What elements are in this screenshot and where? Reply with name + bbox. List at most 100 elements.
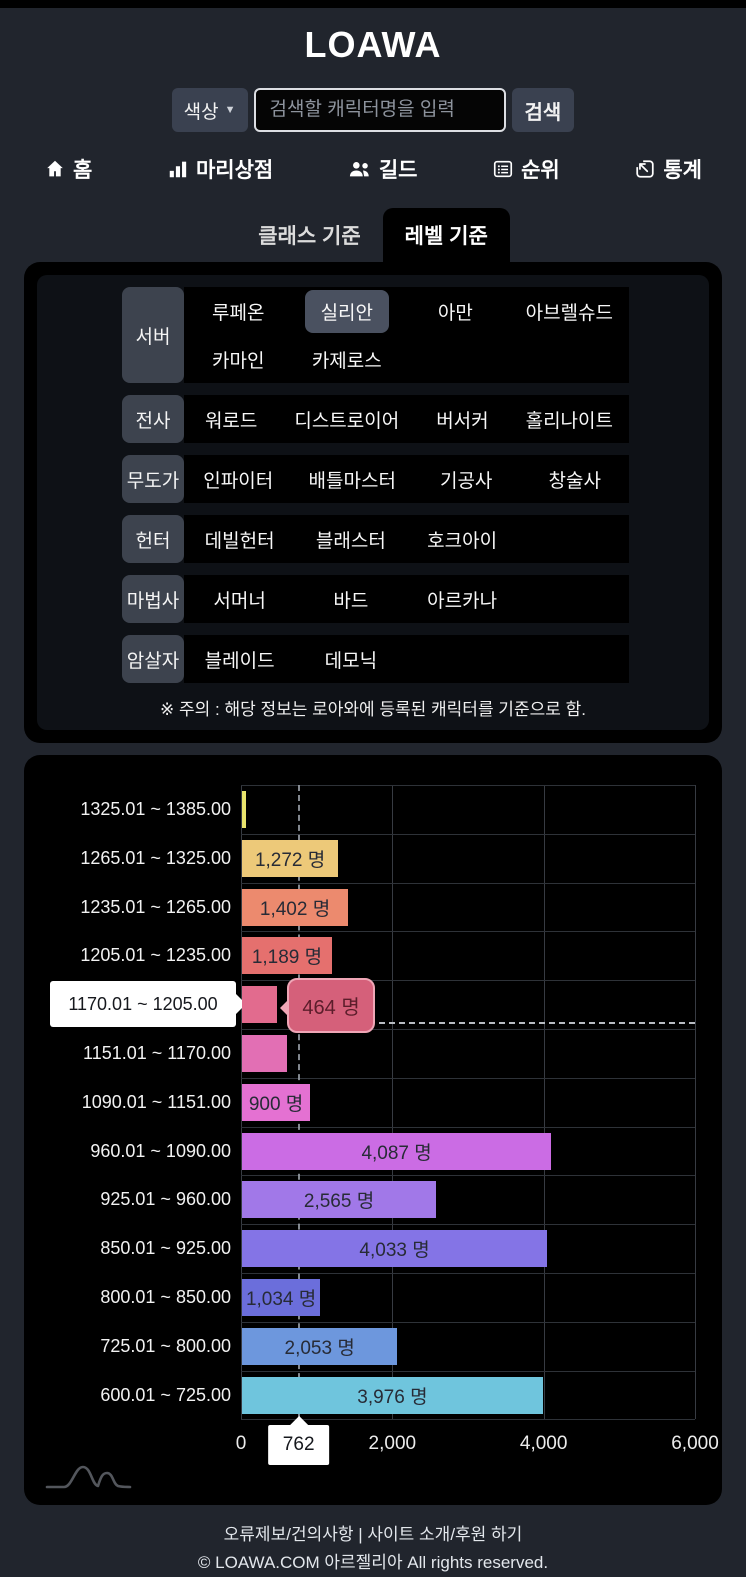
filter-group-label[interactable]: 서버 bbox=[122, 287, 184, 383]
chart-gridline-horizontal bbox=[241, 1321, 695, 1323]
chart-bar-7[interactable]: 4,087 명 bbox=[242, 1132, 552, 1170]
filter-option-cell: 디스트로이어 bbox=[278, 395, 415, 443]
filter-option[interactable]: 루페온 bbox=[212, 302, 265, 324]
footer-link-report[interactable]: 오류제보/건의사항 bbox=[223, 1525, 354, 1544]
chart-category-label: 1325.01 ~ 1385.00 bbox=[80, 799, 231, 819]
ranking-list-icon bbox=[492, 158, 514, 180]
chart-bar-11[interactable]: 2,053 명 bbox=[242, 1327, 398, 1365]
chart-gridline-vertical bbox=[392, 785, 394, 1420]
chart-gridline-vertical bbox=[241, 785, 242, 1420]
filter-option[interactable]: 서머너 bbox=[213, 590, 266, 612]
filter-option[interactable]: 아브렐슈드 bbox=[525, 302, 613, 324]
tab-0[interactable]: 클래스 기준 bbox=[258, 225, 361, 248]
filter-option[interactable]: 워로드 bbox=[204, 410, 258, 432]
filter-option-cell: 배틀마스터 bbox=[293, 455, 412, 503]
filter-options: 데빌헌터 블래스터 호크아이 bbox=[184, 515, 629, 563]
chevron-down-icon: ▼ bbox=[224, 104, 236, 116]
character-search-input[interactable] bbox=[253, 88, 506, 132]
chart-bar-0[interactable] bbox=[242, 790, 246, 828]
filter-group-label[interactable]: 암살자 bbox=[122, 635, 184, 683]
crosshair-dashed-line bbox=[379, 1022, 695, 1024]
filter-group-label[interactable]: 마법사 bbox=[122, 575, 184, 623]
filter-option[interactable]: 창술사 bbox=[548, 470, 601, 492]
footer-link-about[interactable]: 사이트 소개/후원 하기 bbox=[367, 1525, 523, 1544]
chart-bar-9[interactable]: 4,033 명 bbox=[242, 1230, 548, 1268]
nav-item-label: 통계 bbox=[663, 159, 702, 182]
filter-group-label[interactable]: 무도가 bbox=[122, 455, 184, 503]
nav-item-1[interactable]: 마리상점 bbox=[167, 154, 273, 184]
nav-item-4[interactable]: 통계 bbox=[634, 154, 702, 184]
filter-option-cell: 워로드 bbox=[184, 395, 278, 443]
color-dropdown-button[interactable]: 색상 ▼ bbox=[171, 88, 248, 132]
filter-option-cell: 바드 bbox=[295, 575, 406, 623]
chart-bar-12[interactable]: 3,976 명 bbox=[242, 1376, 543, 1414]
filter-option[interactable]: 카마인 bbox=[212, 350, 265, 372]
nav-item-2[interactable]: 길드 bbox=[348, 154, 417, 184]
chart-bar-6[interactable]: 900 명 bbox=[242, 1083, 311, 1121]
filter-option-cell: 호크아이 bbox=[407, 515, 518, 563]
chart-bar-10[interactable]: 1,034 명 bbox=[242, 1278, 321, 1316]
filter-option[interactable]: 호크아이 bbox=[427, 530, 498, 552]
filter-option[interactable]: 카제로스 bbox=[311, 350, 382, 372]
chart-category-label: 1090.01 ~ 1151.00 bbox=[81, 1091, 231, 1112]
filter-option[interactable]: 인파이터 bbox=[203, 470, 274, 492]
tab-1[interactable]: 레벨 기준 bbox=[382, 208, 510, 262]
filter-option[interactable]: 데빌헌터 bbox=[204, 530, 275, 552]
filter-option[interactable]: 배틀마스터 bbox=[308, 470, 396, 492]
filter-option[interactable]: 아만 bbox=[437, 302, 473, 324]
chart-bar-8[interactable]: 2,565 명 bbox=[242, 1181, 437, 1219]
loawa-mountains-icon bbox=[45, 1465, 132, 1489]
filter-option[interactable]: 기공사 bbox=[439, 470, 493, 492]
color-dropdown-label: 색상 bbox=[183, 101, 219, 123]
footer: 오류제보/건의사항 | 사이트 소개/후원 하기 © LOAWA.COM 아르젤… bbox=[0, 1521, 746, 1577]
chart-bar-1[interactable]: 1,272 명 bbox=[242, 839, 339, 877]
chart-bar-3[interactable]: 1,189 명 bbox=[242, 937, 332, 975]
chart-bar-5[interactable] bbox=[242, 1034, 288, 1072]
filter-option-cell: 블레이드 bbox=[184, 635, 295, 683]
chart-gridline-horizontal bbox=[241, 882, 695, 884]
filter-row-4: 마법사 서머너 바드 아르카나 bbox=[122, 575, 629, 623]
chart-bar-4[interactable] bbox=[242, 986, 278, 1024]
filter-option[interactable]: 홀리나이트 bbox=[525, 410, 613, 432]
x-axis-tick-0: 0 bbox=[235, 1433, 247, 1455]
nav-item-0[interactable]: 홈 bbox=[44, 154, 92, 184]
chart-category-label: 1151.01 ~ 1170.00 bbox=[83, 1043, 231, 1063]
filter-row-2: 무도가 인파이터 배틀마스터 기공사 창술사 bbox=[122, 455, 629, 503]
filter-row-1: 전사 워로드 디스트로이어 버서커 홀리나이트 bbox=[122, 395, 629, 443]
filter-row-5: 암살자 블레이드 데모닉 bbox=[122, 635, 629, 683]
filter-group-label[interactable]: 헌터 bbox=[122, 515, 184, 563]
home-icon bbox=[44, 158, 66, 180]
filter-options: 인파이터 배틀마스터 기공사 창술사 bbox=[184, 455, 629, 503]
filter-option[interactable]: 디스트로이어 bbox=[294, 410, 400, 432]
filter-option-cell: 데빌헌터 bbox=[184, 515, 295, 563]
nav-item-3[interactable]: 순위 bbox=[492, 154, 560, 184]
filter-group-label[interactable]: 전사 bbox=[122, 395, 184, 443]
x-axis-tick-6,000: 6,000 bbox=[671, 1433, 719, 1455]
label-arrow bbox=[235, 993, 246, 1016]
filter-option[interactable]: 블레이드 bbox=[204, 650, 275, 672]
filter-option[interactable]: 데모닉 bbox=[324, 650, 378, 672]
filter-option-cell: 인파이터 bbox=[184, 455, 293, 503]
filter-option-cell: 루페온 bbox=[184, 287, 293, 335]
chart-category-label: 1235.01 ~ 1265.00 bbox=[80, 896, 231, 917]
chart-category-label: 600.01 ~ 725.00 bbox=[100, 1384, 231, 1405]
chart-gridline-vertical bbox=[695, 785, 696, 1420]
chart-category-label: 925.01 ~ 960.00 bbox=[100, 1189, 231, 1210]
filter-option[interactable]: 블래스터 bbox=[315, 530, 386, 552]
search-button[interactable]: 검색 bbox=[511, 88, 575, 132]
filter-row-3: 헌터 데빌헌터 블래스터 호크아이 bbox=[122, 515, 629, 563]
filter-option[interactable]: 버서커 bbox=[436, 410, 489, 432]
filter-option[interactable]: 바드 bbox=[333, 590, 369, 612]
chart-tooltip: 464 명 bbox=[280, 978, 376, 1033]
filter-option[interactable]: 아르카나 bbox=[427, 590, 498, 612]
chart-bar-2[interactable]: 1,402 명 bbox=[242, 888, 349, 926]
search-bar: 색상 ▼ 검색 bbox=[0, 88, 746, 132]
chart-gridline-horizontal bbox=[241, 1077, 695, 1079]
filter-option-cell: 버서커 bbox=[415, 395, 509, 443]
filter-option-cell: 아만 bbox=[401, 287, 510, 335]
loawa-logo[interactable]: LOAWA bbox=[304, 24, 442, 65]
filter-option-selected[interactable]: 실리안 bbox=[304, 289, 390, 333]
filter-option-cell: 카제로스 bbox=[293, 335, 402, 383]
bar-chart-icon bbox=[167, 158, 189, 180]
